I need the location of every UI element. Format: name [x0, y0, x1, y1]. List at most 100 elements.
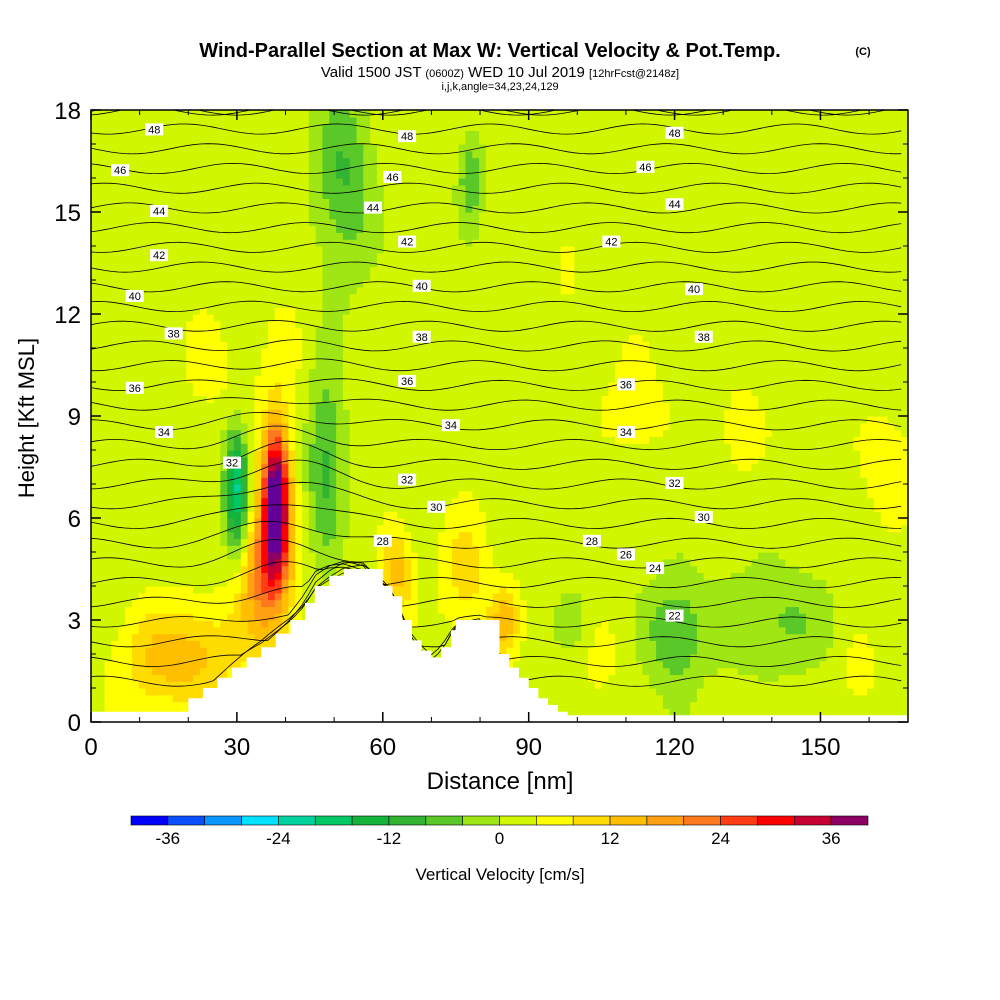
w-cell [295, 429, 303, 437]
w-cell [404, 402, 412, 410]
w-cell [145, 348, 153, 356]
w-cell [383, 504, 392, 512]
w-cell [261, 150, 269, 159]
w-cell [131, 395, 140, 403]
w-cell [410, 157, 419, 165]
w-cell [370, 116, 378, 125]
w-cell [91, 538, 99, 546]
w-cell [281, 443, 290, 451]
w-cell [308, 334, 317, 342]
w-cell [193, 572, 201, 580]
w-cell [247, 558, 255, 567]
w-cell [138, 232, 147, 240]
w-cell [118, 545, 126, 553]
w-cell [458, 205, 467, 213]
w-cell [125, 470, 133, 478]
w-cell [363, 266, 371, 274]
w-cell [370, 212, 378, 220]
w-cell [376, 130, 385, 138]
w-cell [268, 225, 276, 233]
w-cell [152, 667, 160, 675]
w-cell [145, 552, 153, 560]
w-cell [370, 524, 378, 533]
w-cell [261, 443, 269, 451]
w-cell [240, 572, 249, 580]
w-cell [254, 497, 262, 505]
w-cell [451, 456, 460, 465]
w-cell [390, 137, 398, 145]
w-cell [247, 443, 255, 451]
w-cell [199, 422, 208, 431]
w-cell [342, 354, 351, 363]
w-cell [342, 320, 351, 329]
w-cell [356, 511, 364, 519]
w-cell [261, 225, 269, 233]
w-cell [410, 368, 419, 376]
w-cell [111, 694, 119, 703]
w-cell [431, 552, 439, 560]
w-cell [268, 184, 276, 193]
w-cell [329, 490, 337, 499]
w-cell [329, 341, 337, 349]
w-cell [288, 354, 296, 363]
w-cell [281, 436, 290, 444]
w-cell [342, 463, 351, 471]
w-cell [431, 620, 439, 628]
w-cell [227, 266, 235, 274]
w-cell [118, 667, 126, 675]
w-cell [233, 212, 242, 220]
w-cell [288, 334, 296, 342]
w-cell [97, 626, 106, 635]
w-cell [199, 613, 208, 621]
w-cell [308, 497, 317, 505]
w-cell [159, 110, 167, 118]
w-cell [165, 123, 174, 131]
w-cell [152, 110, 160, 118]
w-cell [254, 184, 262, 193]
w-cell [417, 375, 426, 383]
w-cell [213, 150, 221, 159]
w-cell [445, 218, 453, 227]
w-cell [91, 300, 99, 308]
w-cell [179, 504, 187, 512]
w-cell [118, 280, 126, 288]
w-cell [295, 178, 303, 186]
w-cell [424, 361, 433, 369]
w-cell [410, 450, 419, 458]
w-cell [268, 572, 276, 580]
w-cell [336, 178, 344, 186]
w-cell [431, 198, 439, 206]
w-cell [397, 538, 405, 546]
w-cell [274, 212, 283, 220]
w-cell [438, 531, 446, 539]
w-cell [438, 191, 446, 199]
w-cell [315, 130, 324, 138]
w-cell [199, 477, 208, 485]
w-cell [281, 334, 290, 342]
w-cell [97, 429, 106, 437]
w-cell [104, 218, 113, 227]
w-cell [97, 273, 106, 281]
w-cell [390, 300, 398, 308]
w-cell [404, 558, 412, 567]
w-cell [458, 552, 467, 560]
w-cell [356, 307, 364, 315]
w-cell [213, 456, 221, 465]
w-cell [417, 497, 426, 505]
w-cell [159, 640, 167, 648]
w-cell [376, 280, 385, 288]
w-cell [451, 606, 460, 614]
w-cell [274, 232, 283, 240]
w-cell [131, 443, 140, 451]
w-cell [104, 504, 113, 512]
w-cell [417, 212, 426, 220]
w-cell [172, 599, 181, 607]
w-cell [295, 375, 303, 383]
w-cell [118, 654, 126, 662]
w-cell [370, 552, 378, 560]
w-cell [390, 246, 398, 254]
w-cell [424, 633, 433, 641]
w-cell [329, 191, 337, 199]
w-cell [329, 218, 337, 227]
w-cell [370, 246, 378, 254]
